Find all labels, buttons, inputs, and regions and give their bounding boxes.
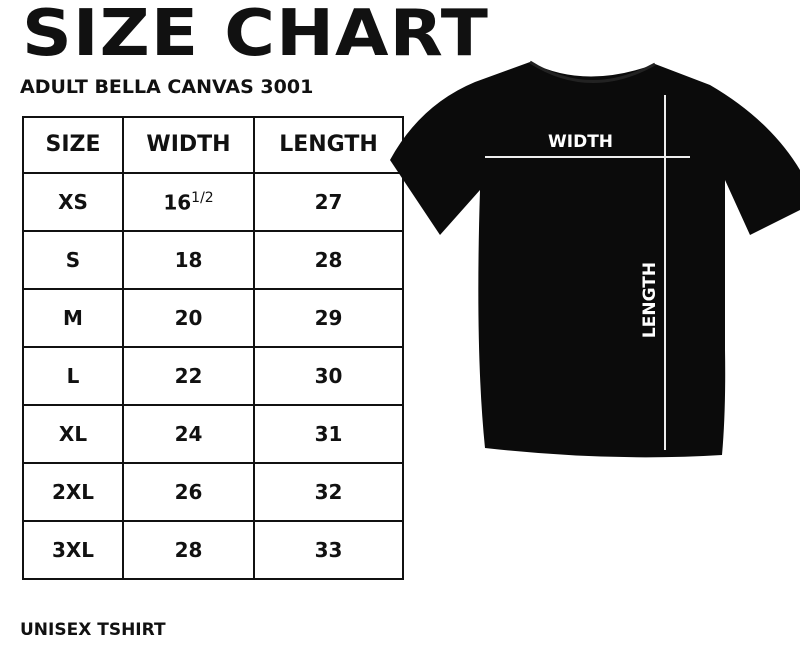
tshirt-collar bbox=[529, 60, 656, 83]
tshirt-illustration bbox=[390, 60, 800, 458]
table-row: XS 161/2 27 bbox=[22, 171, 404, 232]
cell-width: 22 bbox=[122, 345, 255, 406]
cell-size: S bbox=[22, 229, 124, 290]
header-size: SIZE bbox=[22, 116, 124, 174]
width-fraction: 1/2 bbox=[191, 189, 214, 206]
tshirt-shape bbox=[390, 62, 800, 458]
cell-length: 29 bbox=[253, 287, 404, 348]
cell-length: 28 bbox=[253, 229, 404, 290]
table-row: S 18 28 bbox=[22, 229, 404, 290]
table-row: M 20 29 bbox=[22, 287, 404, 348]
cell-size: M bbox=[22, 287, 124, 348]
table-row: L 22 30 bbox=[22, 345, 404, 406]
table-header-row: SIZE WIDTH LENGTH bbox=[22, 116, 404, 174]
cell-length: 30 bbox=[253, 345, 404, 406]
cell-width: 24 bbox=[122, 403, 255, 464]
subtitle: ADULT BELLA CANVAS 3001 bbox=[20, 76, 314, 98]
cell-width: 26 bbox=[122, 461, 255, 522]
cell-size: 3XL bbox=[22, 519, 124, 581]
header-width: WIDTH bbox=[122, 116, 255, 174]
cell-size: XL bbox=[22, 403, 124, 464]
cell-width: 20 bbox=[122, 287, 255, 348]
footer-note: UNISEX TSHIRT bbox=[20, 620, 166, 640]
table-row: XL 24 31 bbox=[22, 403, 404, 464]
cell-width: 18 bbox=[122, 229, 255, 290]
width-value: 16 bbox=[163, 190, 192, 215]
cell-length: 31 bbox=[253, 403, 404, 464]
cell-width: 28 bbox=[122, 519, 255, 581]
cell-length: 33 bbox=[253, 519, 404, 581]
table-row: 2XL 26 32 bbox=[22, 461, 404, 522]
cell-length: 32 bbox=[253, 461, 404, 522]
page-title: SIZE CHART bbox=[22, 0, 490, 71]
width-label: WIDTH bbox=[548, 132, 614, 152]
header-length: LENGTH bbox=[253, 116, 404, 174]
cell-size: XS bbox=[22, 171, 124, 232]
table-row: 3XL 28 33 bbox=[22, 519, 404, 581]
cell-length: 27 bbox=[253, 171, 404, 232]
cell-width: 161/2 bbox=[122, 171, 255, 232]
cell-size: L bbox=[22, 345, 124, 406]
size-table: SIZE WIDTH LENGTH XS 161/2 27 S 18 28 M 20 2… bbox=[22, 116, 404, 581]
length-label: LENGTH bbox=[640, 261, 661, 339]
cell-size: 2XL bbox=[22, 461, 124, 522]
